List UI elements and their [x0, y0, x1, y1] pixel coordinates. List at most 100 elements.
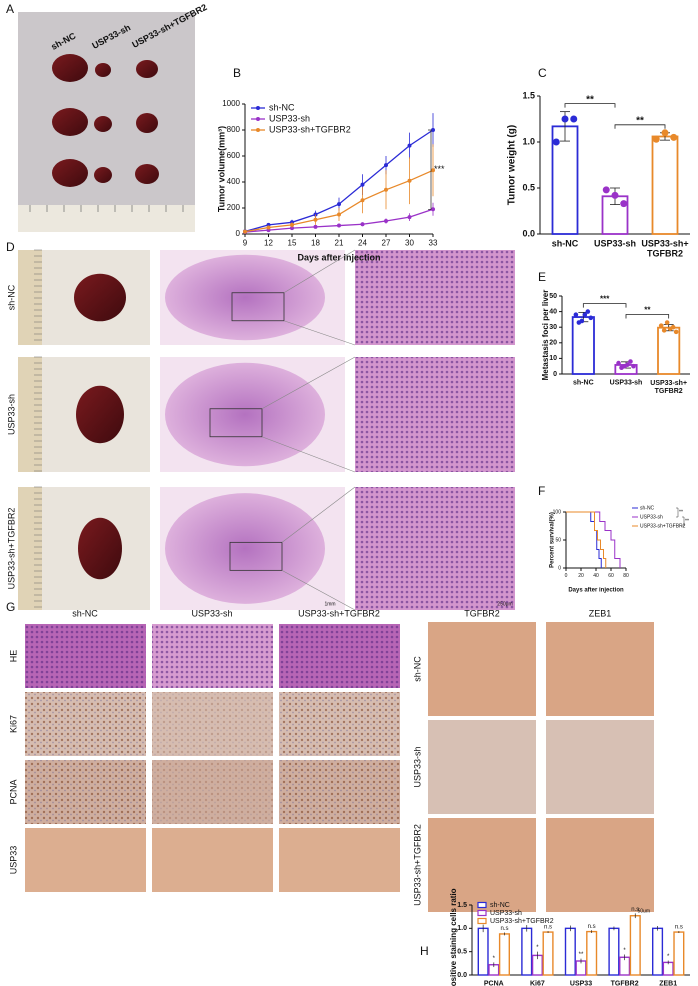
- y-axis-label: Metastasis foci per liver: [541, 290, 550, 381]
- liver: [74, 273, 126, 322]
- column-label: TGFBR2: [464, 608, 500, 618]
- tumor-photo: [18, 12, 195, 232]
- row-label: sh-NC: [6, 284, 16, 310]
- data-point: [313, 217, 318, 222]
- y-tick-label: 10: [549, 355, 557, 362]
- legend-swatch: [477, 909, 487, 917]
- data-point: [243, 229, 247, 234]
- ihc-tile: [546, 622, 654, 716]
- ihc-texture: [152, 692, 273, 756]
- zoom-box: [231, 292, 285, 322]
- ihc-texture: [279, 760, 400, 824]
- data-point: [337, 223, 341, 228]
- scale-bar: 1mm: [324, 601, 335, 607]
- y-tick-label: 1.0: [522, 136, 535, 146]
- legend-marker: [256, 128, 260, 132]
- panel-label: G: [6, 600, 15, 614]
- y-tick-label: 50: [549, 293, 557, 300]
- y-tick-label: 400: [227, 177, 241, 186]
- data-point: [313, 224, 318, 229]
- survival-curve: [566, 511, 607, 568]
- data-point: [579, 318, 585, 324]
- ihc-tile: [546, 720, 654, 814]
- ihc-texture: [279, 692, 400, 756]
- column-label: ZEB1: [589, 608, 612, 618]
- data-point: [661, 328, 667, 333]
- data-point: [337, 202, 341, 207]
- y-axis-label: Positive staining cells ratio: [449, 888, 458, 986]
- y-tick-label: 0.0: [522, 228, 535, 238]
- liver: [78, 517, 122, 580]
- panel-label: D: [6, 240, 15, 254]
- significance-label: *: [493, 956, 496, 962]
- y-tick-label: 30: [549, 324, 557, 331]
- y-tick-label: 100: [553, 509, 562, 515]
- significance-label: n.s: [500, 926, 508, 932]
- ihc-tiles: [25, 622, 654, 912]
- x-tick-label: USP33-sh+ TGFBR2: [641, 239, 688, 259]
- x-tick-label: 21: [335, 239, 344, 248]
- legend-marker: [256, 117, 260, 121]
- column-label: sh-NC: [72, 608, 98, 618]
- x-axis-label: Days after injection: [297, 252, 380, 262]
- y-tick-label: 1000: [222, 99, 240, 108]
- zoom-line: [283, 320, 356, 346]
- significance-bracket: [676, 507, 679, 518]
- data-point: [670, 324, 676, 330]
- data-point: [664, 320, 670, 325]
- scale-bar: 50um: [637, 908, 650, 914]
- panel-label: B: [233, 66, 241, 80]
- x-tick-label: TGFBR2: [611, 981, 639, 986]
- ruler: [18, 487, 42, 610]
- significance-label: n.s: [675, 925, 683, 931]
- bar: [673, 931, 685, 976]
- x-tick-label: Ki67: [530, 981, 545, 986]
- significance-bracket: [428, 129, 432, 210]
- data-point: [658, 323, 664, 328]
- row-label: USP33-sh: [6, 394, 16, 435]
- liver: [76, 385, 124, 444]
- data-point: [552, 138, 560, 146]
- he-tissue: [165, 254, 325, 341]
- data-point: [290, 222, 294, 227]
- row-label: Ki67: [8, 715, 18, 733]
- x-tick-label: 40: [593, 573, 599, 579]
- significance-label: *: [667, 954, 670, 960]
- significance-bracket: [582, 303, 627, 308]
- y-tick-label: 800: [227, 125, 241, 134]
- legend-label: USP33-sh: [269, 113, 310, 123]
- zoom-line: [261, 436, 356, 473]
- significance-label: **: [685, 518, 689, 524]
- ihc-texture: [152, 760, 273, 824]
- legend-label: USP33-sh: [490, 910, 522, 917]
- y-tick-label: 0.5: [522, 182, 535, 192]
- y-tick-label: 0: [553, 371, 557, 378]
- legend-label: sh-NC: [269, 102, 295, 112]
- significance-label: ***: [434, 164, 445, 174]
- bar: [498, 933, 511, 976]
- row-label: USP33-sh: [412, 746, 422, 787]
- significance-bracket: [625, 314, 670, 319]
- significance-label: **: [636, 115, 644, 126]
- data-point: [673, 329, 679, 335]
- zoom-line: [283, 249, 356, 294]
- data-point: [620, 200, 628, 208]
- ihc-tile: [546, 818, 654, 912]
- x-tick-label: PCNA: [484, 981, 504, 986]
- data-point: [407, 178, 412, 183]
- he-texture: [25, 624, 146, 688]
- data-point: [628, 359, 633, 364]
- y-tick-label: 1.5: [522, 90, 535, 100]
- zoom-box: [229, 541, 283, 571]
- row-label: USP33-sh+TGFBR2: [412, 824, 422, 906]
- legend-swatch: [477, 917, 487, 925]
- legend-label: USP33-sh+TGFBR2: [640, 523, 686, 529]
- data-point: [631, 363, 636, 369]
- x-tick-label: 18: [311, 239, 320, 248]
- data-point: [384, 219, 388, 223]
- y-tick-label: 0.5: [457, 949, 467, 956]
- x-tick-label: 15: [288, 239, 297, 248]
- data-point: [570, 115, 578, 123]
- data-point: [407, 215, 412, 220]
